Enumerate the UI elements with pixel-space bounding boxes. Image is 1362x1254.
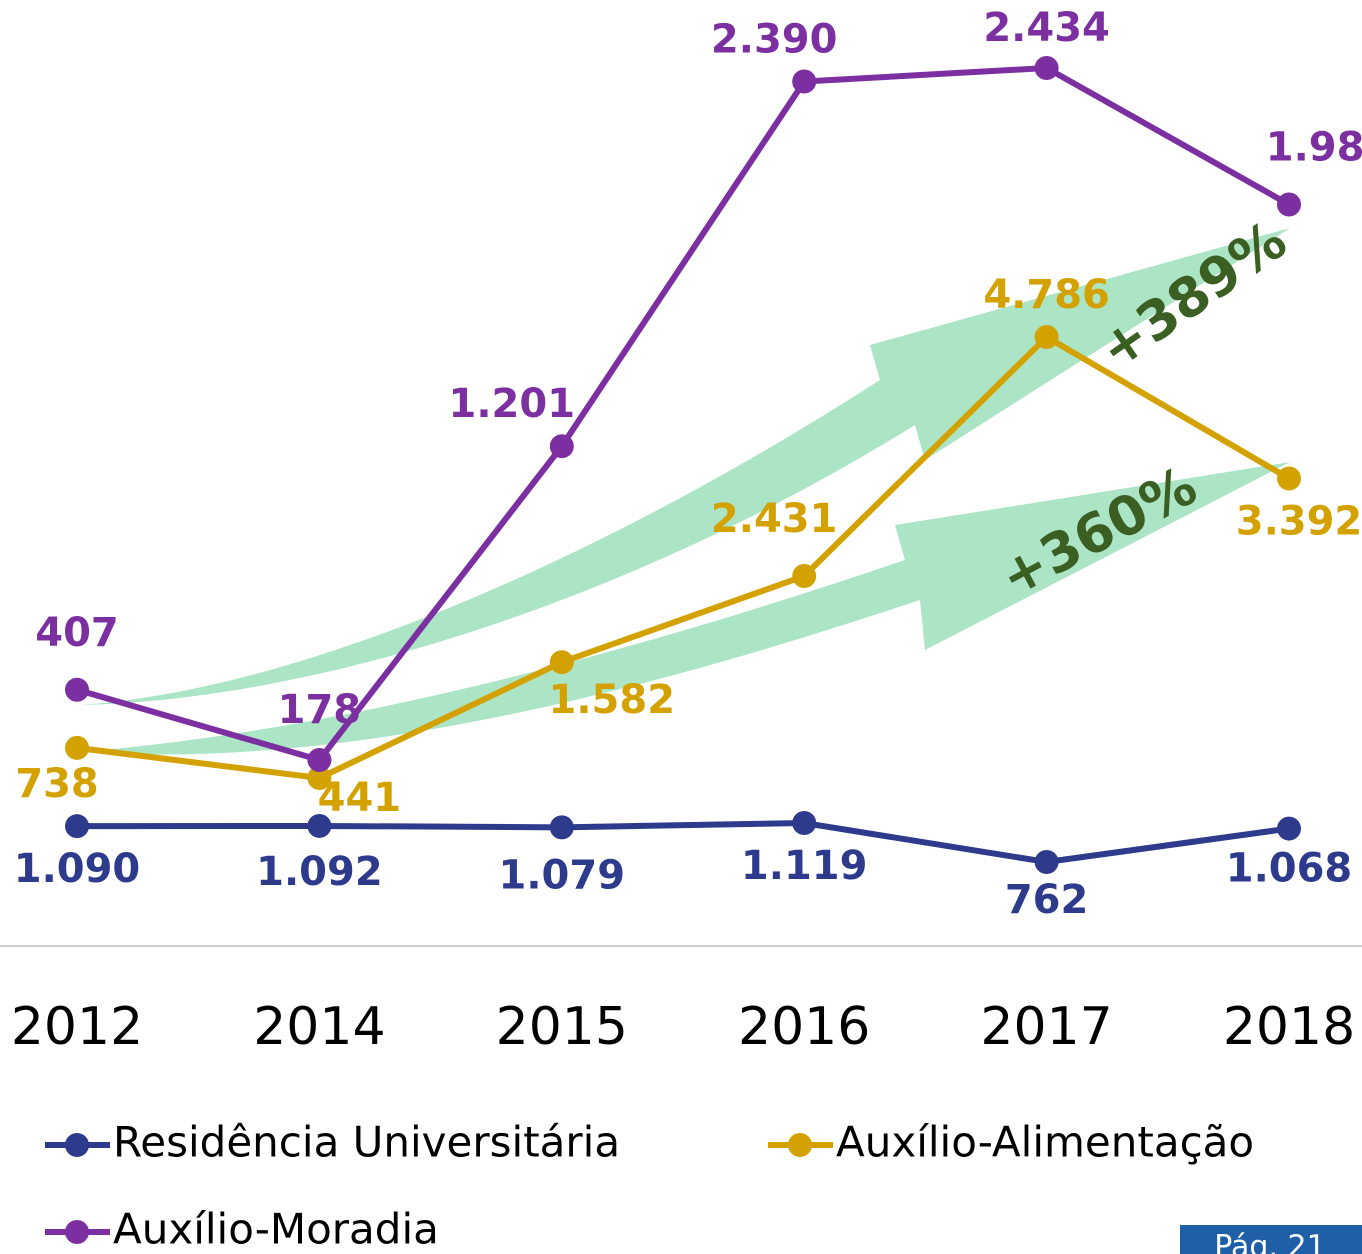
data-label: 2.434 [983,5,1110,51]
data-point [1034,56,1059,80]
data-point [1277,466,1301,491]
data-point [65,814,89,839]
data-point [307,766,332,790]
page-label: Pág. 21 [1214,1230,1325,1254]
data-point [1034,850,1059,874]
legend-label: Residência Universitária [113,1118,620,1167]
x-tick-label: 2017 [980,997,1112,1057]
data-point [1277,816,1301,841]
x-tick-label: 2012 [11,997,143,1057]
data-point [792,564,817,589]
data-point [65,735,89,760]
data-point [65,677,89,702]
data-point [1034,325,1059,349]
data-point [1277,192,1301,217]
data-point [307,748,332,772]
data-label: 1.201 [449,381,576,427]
x-tick-label: 2016 [738,997,870,1057]
data-label: 4.786 [983,272,1110,318]
data-label: 2.431 [711,496,838,542]
x-tick-label: 2014 [253,997,385,1057]
data-label: 441 [318,775,402,821]
page-badge [1180,1225,1362,1254]
data-point [307,813,332,838]
data-point [792,811,817,835]
data-point [549,650,574,675]
data-label: 1.090 [14,846,141,892]
data-label: 2.390 [711,16,838,62]
data-label: 1.068 [1226,846,1353,892]
legend-marker [788,1133,812,1157]
data-label: 1.079 [499,852,626,898]
legend-marker [65,1220,89,1244]
data-point [549,815,574,840]
series-line [76,819,1290,866]
data-label: 1.989 [1266,124,1362,170]
legend-label: Auxílio-Alimentação [836,1118,1254,1167]
series-line [76,333,1291,782]
data-label: 1.092 [256,849,383,895]
data-label: 762 [1005,877,1089,923]
data-label: 1.119 [741,843,868,889]
x-tick-label: 2018 [1223,997,1355,1057]
x-tick-label: 2015 [496,997,628,1057]
data-point [792,69,817,94]
data-point [549,434,574,459]
data-label: 178 [278,687,362,733]
growth-arrow [80,462,1290,755]
legend-marker [65,1133,89,1157]
data-label: 738 [15,761,99,807]
data-label: 1.582 [549,677,676,723]
series-line [76,64,1291,764]
legend-label: Auxílio-Moradia [113,1205,439,1254]
data-label: 407 [35,610,119,656]
growth-arrow [80,228,1290,705]
data-label: 3.392 [1236,498,1362,544]
